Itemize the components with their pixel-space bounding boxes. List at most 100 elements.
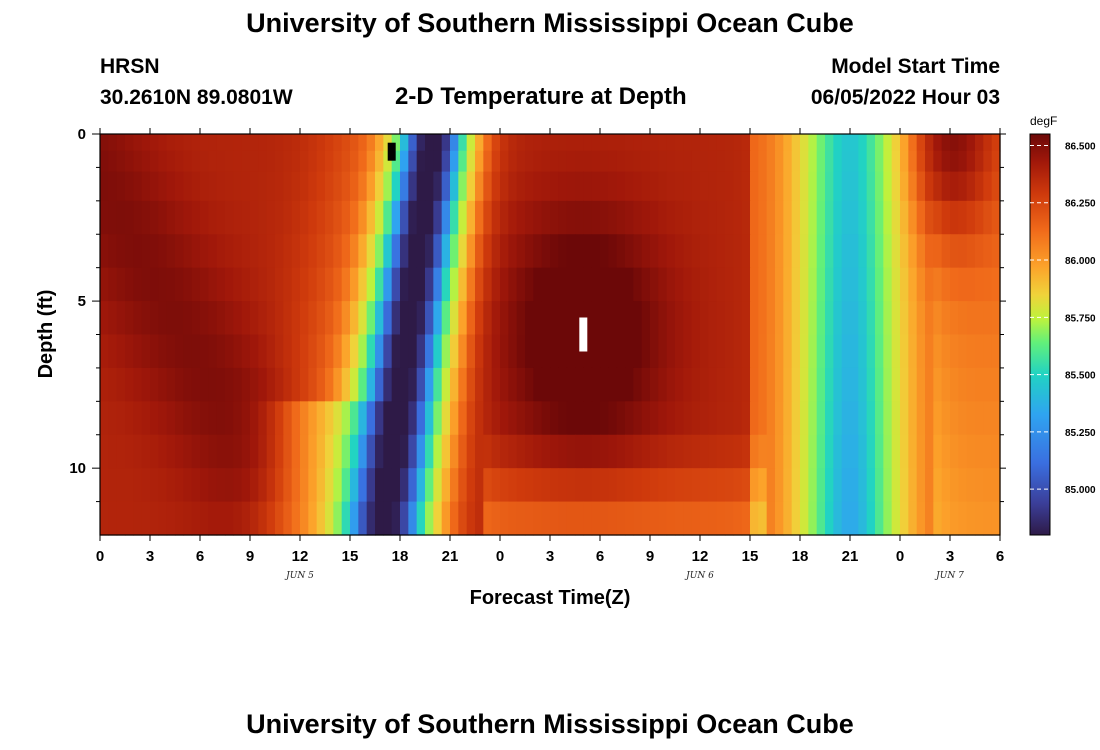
heatmap-cell (600, 134, 609, 152)
heatmap-cell (325, 434, 334, 469)
heatmap-cell (125, 234, 134, 269)
heatmap-cell (541, 434, 551, 469)
heatmap-cell (933, 501, 943, 536)
heatmap-cell (175, 367, 184, 402)
heatmap-cell (816, 434, 826, 469)
heatmap-cell (200, 501, 209, 536)
heatmap-cell (858, 134, 868, 152)
heatmap-cell (941, 367, 951, 402)
heatmap-cell (316, 367, 326, 402)
heatmap-cell (675, 234, 684, 269)
heatmap-cell (233, 501, 243, 536)
heatmap-cell (633, 501, 643, 536)
heatmap-cell (733, 334, 743, 369)
heatmap-cell (708, 267, 718, 302)
heatmap-cell (625, 267, 634, 302)
heatmap-cell (591, 401, 601, 436)
heatmap-cell (458, 501, 468, 536)
heatmap-cell (291, 171, 301, 202)
heatmap-cell (616, 150, 626, 173)
heatmap-cell (975, 200, 984, 235)
heatmap-cell (450, 434, 459, 469)
heatmap-cell (891, 501, 901, 536)
heatmap-cell (416, 401, 426, 436)
heatmap-cell (816, 301, 826, 336)
heatmap-cell (466, 134, 476, 152)
heatmap-cell (633, 267, 643, 302)
heatmap-cell (366, 234, 376, 269)
heatmap-cell (700, 171, 709, 202)
heatmap-cell (641, 200, 651, 235)
heatmap-cell (991, 267, 1001, 302)
heatmap-cell (416, 367, 426, 402)
heatmap-cell (825, 468, 834, 503)
heatmap-cell (850, 468, 859, 503)
heatmap-cell (291, 200, 301, 235)
heatmap-cell (308, 401, 318, 436)
heatmap-cell (791, 200, 801, 235)
heatmap-cell (766, 267, 776, 302)
heatmap-cell (666, 434, 676, 469)
heatmap-cell (808, 134, 818, 152)
heatmap-cell (916, 301, 926, 336)
heatmap-cell (758, 134, 768, 152)
heatmap-cell (925, 134, 934, 152)
heatmap-cell (958, 301, 968, 336)
heatmap-cell (266, 468, 276, 503)
heatmap-cell (308, 171, 318, 202)
heatmap-cell (566, 468, 576, 503)
heatmap-cell (333, 334, 343, 369)
heatmap-cell (966, 501, 976, 536)
heatmap-cell (266, 134, 276, 152)
heatmap-cell (383, 234, 393, 269)
heatmap-cell (725, 367, 734, 402)
heatmap-cell (325, 468, 334, 503)
heatmap-cell (466, 401, 476, 436)
heatmap-cell (816, 267, 826, 302)
heatmap-cell (333, 234, 343, 269)
heatmap-cell (808, 171, 818, 202)
heatmap-cell (183, 171, 193, 202)
heatmap-cell (100, 367, 109, 402)
heatmap-cell (558, 434, 568, 469)
heatmap-cell (625, 367, 634, 402)
heatmap-cell (650, 234, 659, 269)
heatmap-cell (475, 150, 484, 173)
heatmap-cell (766, 200, 776, 235)
heatmap-cell (408, 501, 418, 536)
heatmap-cell (450, 267, 459, 302)
heatmap-cell (850, 367, 859, 402)
x-tick-label: 18 (792, 548, 809, 565)
heatmap-cell (641, 434, 651, 469)
heatmap-cell (375, 150, 384, 173)
heatmap-cell (333, 367, 343, 402)
heatmap-cell (275, 200, 284, 235)
heatmap-cell (300, 234, 309, 269)
heatmap-cell (866, 234, 876, 269)
heatmap-cell (383, 171, 393, 202)
heatmap-cell (975, 267, 984, 302)
heatmap-cell (450, 171, 459, 202)
heatmap-cell (533, 401, 543, 436)
heatmap-cell (383, 267, 393, 302)
heatmap-cell (725, 200, 734, 235)
heatmap-cell (275, 468, 284, 503)
heatmap-cell (933, 171, 943, 202)
heatmap-cell (225, 200, 234, 235)
heatmap-cell (708, 150, 718, 173)
heatmap-cell (650, 171, 659, 202)
heatmap-cell (383, 134, 393, 152)
heatmap-cell (525, 401, 534, 436)
heatmap-cell (183, 434, 193, 469)
heatmap-cell (650, 501, 659, 536)
heatmap-cell (666, 200, 676, 235)
heatmap-cell (525, 367, 534, 402)
heatmap-cell (925, 267, 934, 302)
heatmap-cell (650, 134, 659, 152)
heatmap-cell (600, 367, 609, 402)
heatmap-cell (625, 150, 634, 173)
heatmap-cell (208, 134, 218, 152)
heatmap-cell (866, 171, 876, 202)
heatmap-cell (866, 267, 876, 302)
heatmap-cell (358, 301, 368, 336)
